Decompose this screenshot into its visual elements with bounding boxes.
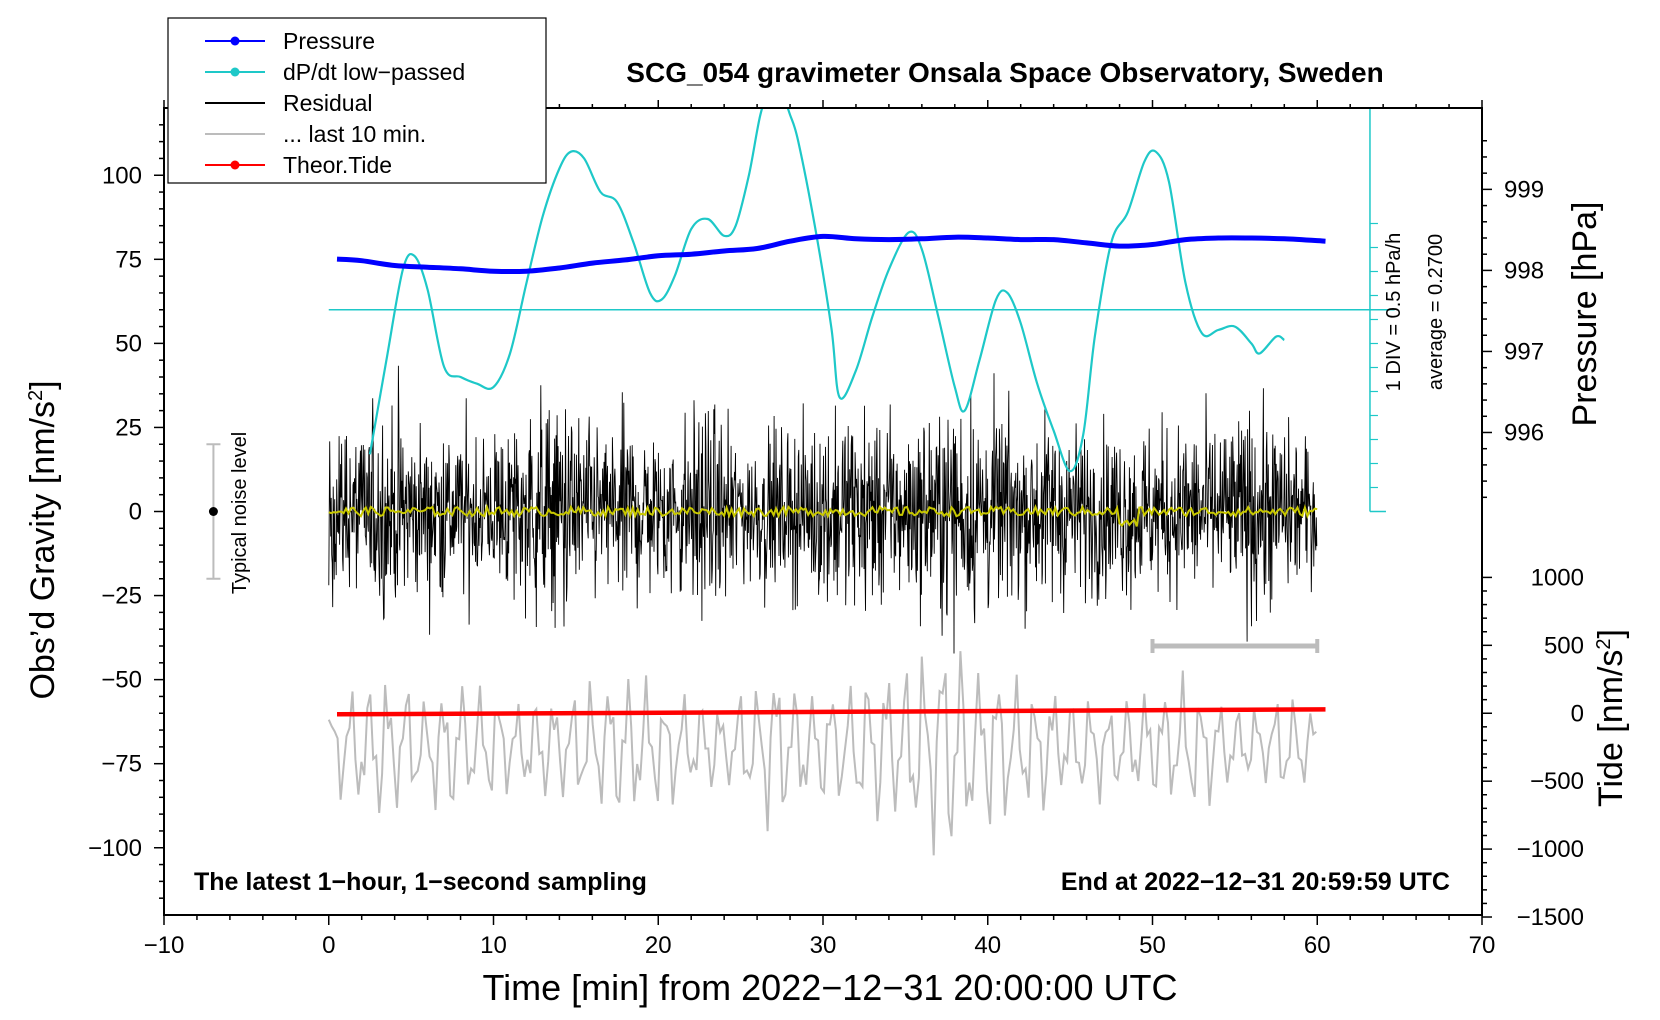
annotation-dpdt-scale: 1 DIV = 0.5 hPa/h	[1383, 233, 1405, 391]
legend-label: Pressure	[283, 28, 375, 54]
y-tick-label: −50	[101, 667, 142, 694]
y-tick-label: −100	[88, 835, 142, 862]
pressure-tick-label: 997	[1504, 338, 1544, 365]
annotation-dpdt-average: average = 0.2700	[1425, 234, 1447, 390]
x-tick-label: 70	[1469, 932, 1496, 959]
legend-marker	[230, 36, 240, 46]
legend-marker	[230, 160, 240, 170]
x-tick-label: 20	[645, 932, 672, 959]
x-axis-label: Time [min] from 2022−12−31 20:00:00 UTC	[482, 967, 1177, 1008]
annotation-end-time: End at 2022−12−31 20:59:59 UTC	[1061, 868, 1450, 896]
pressure-tick-label: 998	[1504, 257, 1544, 284]
legend-label: dP/dt low−passed	[283, 59, 465, 85]
legend-label: Residual	[283, 90, 373, 116]
x-tick-label: 30	[810, 932, 837, 959]
tide-tick-label: −1000	[1517, 836, 1584, 863]
annotation-sampling: The latest 1−hour, 1−second sampling	[194, 868, 647, 896]
y-axis-left-label: Obs’d Gravity [nm/s2]	[24, 380, 62, 699]
y-tick-label: 0	[129, 499, 142, 526]
pressure-tick-label: 999	[1504, 176, 1544, 203]
x-tick-label: −10	[144, 932, 185, 959]
chart-title: SCG_054 gravimeter Onsala Space Observat…	[626, 57, 1383, 88]
y-tick-label: −75	[101, 751, 142, 778]
x-tick-label: 10	[480, 932, 507, 959]
tide-tick-label: −1500	[1517, 904, 1584, 931]
plot-frame	[163, 107, 1483, 916]
tide-tick-label: 1000	[1531, 564, 1584, 591]
x-tick-label: 40	[974, 932, 1001, 959]
legend: Pressure dP/dt low−passed Residual ... last…	[167, 17, 547, 184]
x-tick-label: 60	[1304, 932, 1331, 959]
tide-tick-label: −500	[1530, 768, 1584, 795]
y-tick-label: −25	[101, 583, 142, 610]
legend-label: Theor.Tide	[283, 152, 392, 178]
legend-box	[167, 17, 547, 184]
y-axis-tide-label: Tide [nm/s2]	[1592, 629, 1630, 807]
legend-marker	[230, 67, 240, 77]
series-layer	[327, 108, 1326, 856]
frame-layer: −10 0 10 20 30 40 50 60 70−100−75−50−25025507510…	[88, 100, 1584, 959]
x-tick-label: 50	[1139, 932, 1166, 959]
annotation-noise-label: Typical noise level	[229, 432, 251, 594]
tide-tick-label: 500	[1544, 632, 1584, 659]
y-tick-label: 25	[115, 414, 142, 441]
y-tick-label: 75	[115, 246, 142, 273]
y-axis-pressure-label: Pressure [hPa]	[1566, 202, 1604, 427]
noise-level-dot	[208, 507, 218, 516]
tide-tick-label: 0	[1571, 700, 1584, 727]
y-tick-label: 100	[102, 162, 142, 189]
x-tick-label: 0	[322, 932, 335, 959]
series-pressure	[336, 233, 1326, 275]
series-residual	[328, 365, 1318, 654]
plot-layer	[206, 107, 1395, 653]
pressure-tick-label: 996	[1504, 419, 1544, 446]
series-residual-lowpassed	[328, 503, 1318, 528]
series-last-10-min	[327, 651, 1317, 856]
legend-label: ... last 10 min.	[283, 121, 426, 147]
y-tick-label: 50	[115, 330, 142, 357]
series-theoretical-tide	[336, 707, 1326, 717]
